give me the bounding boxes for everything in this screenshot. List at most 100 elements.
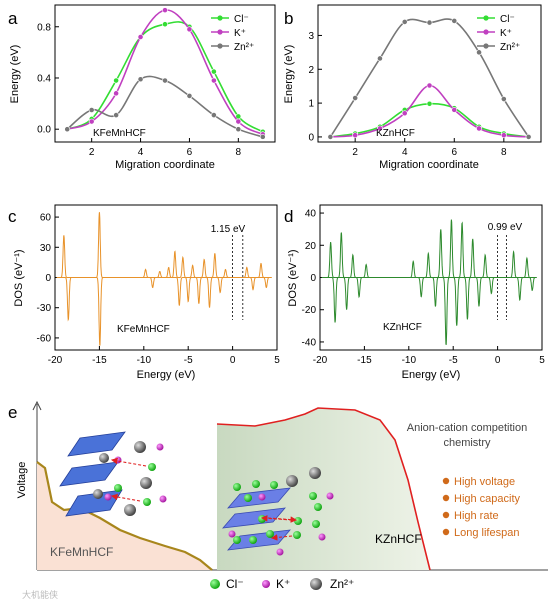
panel-d-material-label: KZnHCF bbox=[383, 322, 422, 333]
voltage-axis-label: Voltage bbox=[16, 462, 28, 499]
cl-ion bbox=[293, 531, 301, 539]
panel-b-ticks: 2 4 6 8 0 1 2 3 bbox=[308, 31, 507, 158]
feature-high-rate: High rate bbox=[454, 510, 499, 522]
data-point bbox=[210, 112, 217, 119]
panel-d-gap-label: 0.99 eV bbox=[488, 222, 523, 233]
data-point bbox=[113, 90, 120, 97]
kznhcf-voltage-curve bbox=[216, 407, 431, 571]
x-tick-label: -5 bbox=[184, 355, 193, 366]
x-tick-label: 0 bbox=[495, 355, 501, 366]
x-tick-label: -15 bbox=[357, 355, 372, 366]
feature-high-voltage: High voltage bbox=[454, 476, 515, 488]
panel-a-series bbox=[64, 7, 266, 140]
panel-c-y-axis-label: DOS (eV⁻¹) bbox=[13, 249, 25, 306]
panel-b-legend: Cl⁻ K⁺ Zn²⁺ bbox=[477, 14, 520, 53]
data-point bbox=[162, 21, 168, 28]
feature-long-lifespan: Long lifespan bbox=[454, 527, 519, 539]
zn-ion bbox=[93, 489, 103, 499]
dos-spin-down-line bbox=[321, 277, 537, 345]
y-tick-label: -40 bbox=[302, 337, 317, 348]
k-ion bbox=[159, 495, 167, 503]
data-point bbox=[113, 77, 120, 84]
kznhcf-crystal-illustration bbox=[222, 467, 334, 556]
data-point bbox=[401, 19, 408, 25]
series-line bbox=[330, 84, 529, 138]
cl-ion bbox=[148, 463, 156, 471]
y-tick-label: 60 bbox=[40, 213, 52, 224]
legend-marker bbox=[217, 29, 223, 35]
zn-ion bbox=[309, 467, 321, 479]
data-point bbox=[426, 82, 433, 89]
migration-arrow bbox=[110, 457, 147, 467]
zn-ion bbox=[140, 477, 152, 489]
kfemnhcf-region bbox=[37, 462, 212, 570]
kfemnhcf-label: KFeMnHCF bbox=[50, 545, 113, 559]
y-tick-label: 0 bbox=[45, 273, 51, 284]
feature-high-capacity: High capacity bbox=[454, 493, 521, 505]
panel-d-ticks: -20 -15 -10 -5 0 5 -40 -20 0 20 40 bbox=[302, 209, 546, 366]
cl-ion bbox=[266, 530, 274, 538]
k-ion bbox=[276, 548, 284, 556]
y-tick-label: -30 bbox=[37, 303, 52, 314]
data-point bbox=[377, 55, 383, 62]
data-point bbox=[210, 68, 217, 75]
legend-label: Cl⁻ bbox=[500, 14, 515, 25]
panel-c-x-axis-label: Energy (eV) bbox=[137, 369, 196, 381]
y-tick-label: -60 bbox=[37, 333, 52, 344]
zn-ion bbox=[134, 441, 146, 453]
x-tick-label: -5 bbox=[449, 355, 458, 366]
panel-a-x-axis-label: Migration coordinate bbox=[115, 159, 215, 171]
crystal-layer bbox=[67, 431, 126, 457]
panel-a-frame bbox=[54, 4, 276, 143]
x-tick-label: 2 bbox=[352, 147, 358, 158]
y-tick-label: 30 bbox=[40, 243, 52, 254]
panel-c-gap-label: 1.15 eV bbox=[211, 224, 246, 235]
data-point bbox=[64, 126, 71, 133]
panel-d-x-axis-label: Energy (eV) bbox=[402, 369, 461, 381]
data-point bbox=[162, 7, 168, 14]
data-point bbox=[210, 77, 217, 84]
data-point bbox=[113, 112, 120, 119]
x-tick-label: 6 bbox=[187, 147, 193, 158]
watermark: 大机能侠 bbox=[22, 589, 58, 600]
panel-c-dos-trace bbox=[56, 211, 272, 346]
legend-label: Zn²⁺ bbox=[234, 42, 254, 53]
data-point bbox=[426, 100, 433, 107]
feature-list: High voltage High capacity High rate Lon… bbox=[442, 476, 521, 539]
k-legend-label: K⁺ bbox=[276, 577, 290, 591]
y-tick-label: 20 bbox=[305, 241, 317, 252]
cl-ion bbox=[249, 536, 257, 544]
kznhcf-region bbox=[217, 408, 430, 570]
zn-ion bbox=[286, 475, 298, 487]
bullet-icon bbox=[442, 528, 450, 536]
cl-ion bbox=[314, 503, 322, 511]
data-point bbox=[186, 26, 193, 33]
data-point bbox=[352, 132, 359, 139]
legend-marker bbox=[483, 15, 489, 21]
kfemnhcf-voltage-curve bbox=[36, 461, 213, 571]
zn-legend-label: Zn²⁺ bbox=[330, 577, 354, 591]
y-tick-label: 0 bbox=[310, 273, 316, 284]
data-point bbox=[476, 125, 482, 132]
y-tick-label: 0.4 bbox=[37, 73, 51, 84]
y-tick-label: 1 bbox=[308, 99, 314, 110]
panel-a-ticks: 2 4 6 8 0.0 0.4 0.8 bbox=[37, 22, 241, 158]
bullet-icon bbox=[442, 477, 450, 485]
x-tick-label: 5 bbox=[539, 355, 545, 366]
panel-a-material-label: KFeMnHCF bbox=[93, 128, 146, 139]
panel-d-dos-trace bbox=[321, 219, 537, 345]
k-ion bbox=[156, 443, 164, 451]
legend-label: K⁺ bbox=[500, 28, 512, 39]
data-point bbox=[352, 95, 359, 101]
voltage-axis-arrow-icon bbox=[32, 400, 42, 411]
data-point bbox=[500, 96, 507, 102]
x-tick-label: 0 bbox=[230, 355, 236, 366]
k-ion bbox=[326, 492, 334, 500]
panel-d-dos-chart: d -20 -15 -10 -5 0 5 -40 -20 0 20 40 0.99 eV KZnHC… bbox=[284, 204, 546, 381]
k-ion bbox=[228, 530, 236, 538]
panel-d-y-axis-label: DOS (eV⁻¹) bbox=[287, 249, 299, 306]
data-point bbox=[88, 118, 95, 125]
schematic-title-line2: chemistry bbox=[443, 437, 491, 449]
y-tick-label: 0.8 bbox=[37, 22, 51, 33]
